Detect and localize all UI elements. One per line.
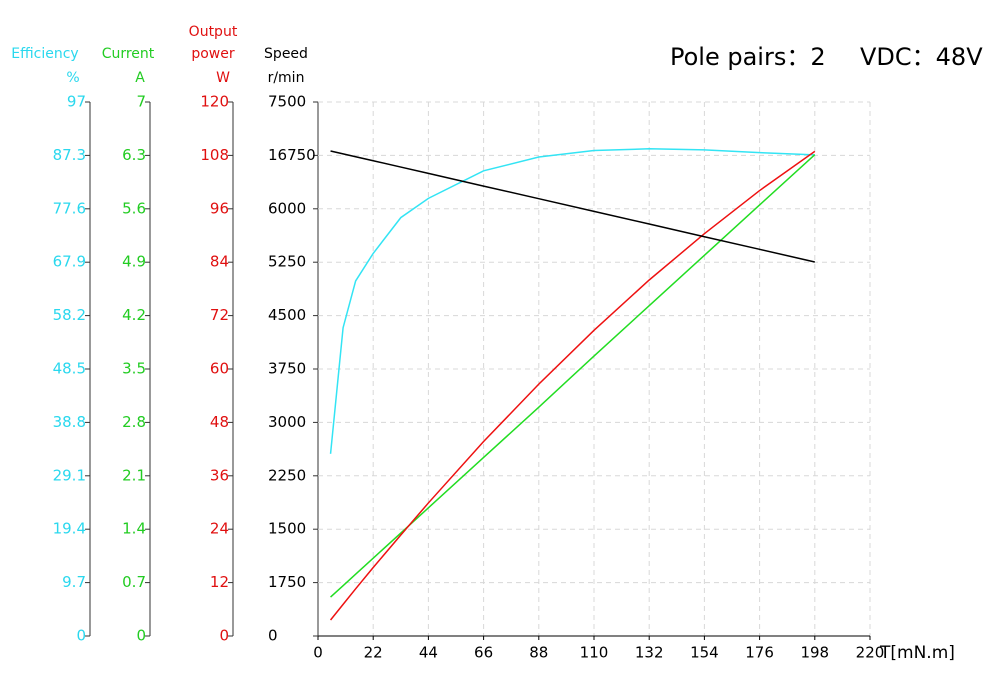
- y-tick-label: 108: [200, 146, 229, 164]
- header-text: Pole pairs：2: [670, 43, 826, 71]
- y-tick-label: 38.8: [53, 413, 86, 431]
- y-tick-label: 48: [210, 413, 229, 431]
- x-tick-label: 44: [419, 644, 438, 662]
- y-tick-label: 2250: [268, 466, 306, 484]
- y-tick-label: 12: [210, 573, 229, 591]
- y-tick-label: 87.3: [53, 146, 86, 164]
- x-tick-label: 220: [856, 644, 885, 662]
- y-tick-label: 2.1: [122, 466, 146, 484]
- y-tick-label: 0: [76, 627, 86, 645]
- axis-title: Speed: [264, 46, 308, 62]
- axis-title: Current: [102, 46, 155, 62]
- y-tick-label: 3750: [268, 360, 306, 378]
- y-tick-label: 67.9: [53, 253, 86, 271]
- x-tick-label: 110: [580, 644, 609, 662]
- y-tick-label: 24: [210, 520, 229, 538]
- data-line: [330, 154, 816, 598]
- y-tick-label: 77.6: [53, 199, 86, 217]
- x-tick-label: 132: [635, 644, 664, 662]
- y-tick-label: 1.4: [122, 520, 146, 538]
- axis-title: Efficiency: [11, 46, 78, 62]
- axis-unit: A: [135, 70, 145, 86]
- y-tick-label: 96: [210, 199, 229, 217]
- y-tick-label: 3.5: [122, 360, 146, 378]
- y-tick-label: 48.5: [53, 360, 86, 378]
- y-tick-label: 5250: [268, 253, 306, 271]
- x-axis-label: T[mN.m]: [879, 643, 955, 663]
- axis-title: Output: [189, 24, 238, 40]
- y-tick-label: 60: [210, 360, 229, 378]
- y-tick-label: 6.3: [122, 146, 146, 164]
- data-line: [329, 150, 816, 621]
- data-line: [329, 148, 815, 454]
- data-line: [330, 150, 815, 263]
- y-tick-label: 7: [136, 93, 146, 111]
- header-text: VDC：48V: [860, 43, 983, 71]
- axis-unit: %: [66, 70, 79, 86]
- y-tick-label: 9.7: [62, 573, 86, 591]
- y-tick-label: 120: [200, 93, 229, 111]
- y-tick-label: 19.4: [53, 520, 86, 538]
- axis-unit: W: [216, 70, 230, 86]
- y-tick-label: 97: [67, 93, 86, 111]
- y-tick-label: 0: [268, 627, 278, 645]
- axis-title: power: [191, 46, 235, 62]
- x-tick-label: 176: [745, 644, 774, 662]
- y-tick-label: 84: [210, 253, 229, 271]
- y-tick-label: 7500: [268, 93, 306, 111]
- x-tick-label: 198: [800, 644, 829, 662]
- y-tick-label: 3000: [268, 413, 306, 431]
- y-tick-label: 72: [210, 306, 229, 324]
- y-tick-label: 0.7: [122, 573, 146, 591]
- y-tick-label: 0: [219, 627, 229, 645]
- y-tick-label: 2.8: [122, 413, 146, 431]
- y-tick-label: 58.2: [53, 306, 86, 324]
- axis-unit: r/min: [268, 70, 305, 86]
- y-tick-label: 6000: [268, 199, 306, 217]
- y-tick-label: 16750: [268, 146, 316, 164]
- y-tick-label: 36: [210, 466, 229, 484]
- y-tick-label: 5.6: [122, 199, 146, 217]
- y-tick-label: 4.2: [122, 306, 146, 324]
- x-tick-label: 0: [313, 644, 323, 662]
- y-tick-label: 0: [136, 627, 146, 645]
- y-tick-label: 4.9: [122, 253, 146, 271]
- y-tick-label: 4500: [268, 306, 306, 324]
- y-tick-label: 29.1: [53, 466, 86, 484]
- x-tick-label: 88: [529, 644, 548, 662]
- y-tick-label: 1500: [268, 520, 306, 538]
- x-tick-label: 66: [474, 644, 493, 662]
- x-tick-label: 22: [364, 644, 383, 662]
- x-tick-label: 154: [690, 644, 719, 662]
- y-tick-label: 1750: [268, 573, 306, 591]
